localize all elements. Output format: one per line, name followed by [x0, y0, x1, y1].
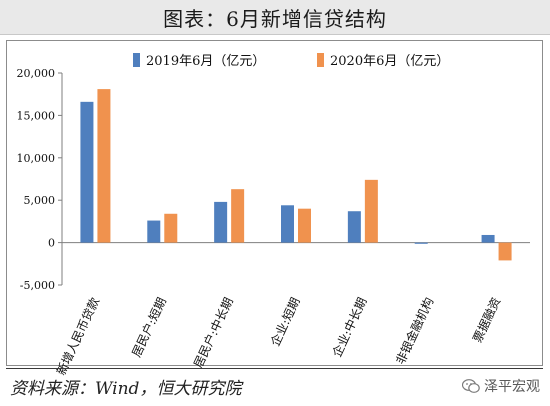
- legend-swatch: [317, 53, 324, 67]
- bar: [364, 179, 378, 243]
- bar: [147, 220, 161, 243]
- bottom-rule: [6, 368, 543, 369]
- x-tick-label: 企业:短期: [267, 295, 303, 349]
- x-tick-label: 企业:中长期: [329, 295, 370, 359]
- title-band: 图表：6月新增信贷结构: [0, 0, 550, 35]
- y-tick-label: 5,000: [24, 194, 56, 207]
- bar: [498, 242, 512, 261]
- bar: [164, 213, 178, 243]
- bar: [281, 205, 294, 243]
- y-tick-label: 10,000: [17, 152, 56, 165]
- chart-frame: [6, 40, 543, 366]
- x-tick-label: 居民户:短期: [128, 295, 169, 359]
- source-note: 资料来源：Wind，恒大研究院: [10, 379, 242, 399]
- bar: [231, 189, 245, 243]
- x-tick-label: 居民户:中长期: [190, 295, 236, 370]
- bar: [347, 211, 361, 243]
- y-tick-label: 15,000: [17, 109, 56, 122]
- wechat-icon: [462, 378, 480, 393]
- bar: [80, 101, 94, 243]
- y-axis: 20,000 15,000 10,000 5,000 0 -5,000: [17, 67, 530, 292]
- y-tick-label: 0: [48, 237, 55, 250]
- legend-swatch: [133, 53, 140, 67]
- legend: 2019年6月（亿元） 2020年6月（亿元）: [133, 53, 449, 69]
- chart-title: 图表：6月新增信贷结构: [163, 6, 387, 31]
- legend-label: 2019年6月（亿元）: [146, 54, 265, 69]
- bars: [80, 89, 512, 261]
- x-tick-label: 新增人民币贷款: [53, 295, 102, 377]
- watermark-text: 泽平宏观: [484, 379, 540, 395]
- watermark: 泽平宏观: [462, 376, 540, 396]
- legend-label: 2020年6月（亿元）: [330, 54, 449, 69]
- bar: [97, 89, 111, 243]
- bar: [414, 242, 428, 244]
- x-tick-label: 非银金融机构: [392, 295, 436, 367]
- y-tick-label: 20,000: [17, 67, 56, 80]
- bar: [298, 208, 311, 243]
- bar: [214, 201, 228, 243]
- x-tick-label: 票据融资: [470, 295, 503, 344]
- bar: [481, 234, 495, 243]
- x-axis-labels: 新增人民币贷款 居民户:短期 居民户:中长期 企业:短期 企业:中长期 非银金融机构 票据融…: [53, 295, 503, 377]
- y-tick-label: -5,000: [20, 279, 55, 292]
